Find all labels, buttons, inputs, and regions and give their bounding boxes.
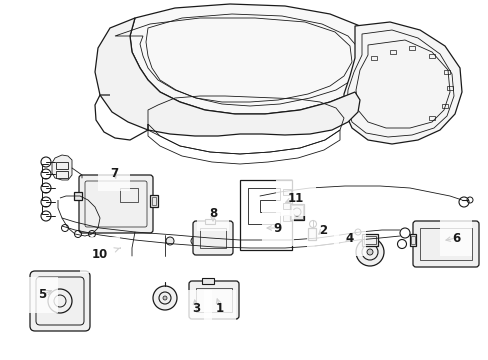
Bar xyxy=(409,234,415,246)
Bar xyxy=(446,86,452,90)
Bar xyxy=(370,56,376,60)
Bar xyxy=(283,203,290,209)
Bar xyxy=(150,195,158,207)
Circle shape xyxy=(163,296,167,300)
Circle shape xyxy=(191,237,199,245)
Circle shape xyxy=(366,249,372,255)
Polygon shape xyxy=(289,204,304,220)
Text: 6: 6 xyxy=(445,231,459,244)
Bar xyxy=(408,46,414,50)
FancyBboxPatch shape xyxy=(412,221,478,267)
Bar xyxy=(389,50,395,54)
Text: 2: 2 xyxy=(318,224,326,237)
Bar xyxy=(428,116,434,120)
Text: 8: 8 xyxy=(208,207,217,221)
Text: 3: 3 xyxy=(192,300,200,315)
FancyBboxPatch shape xyxy=(79,175,153,233)
Bar xyxy=(363,236,375,244)
Text: 4: 4 xyxy=(345,231,353,244)
Bar xyxy=(74,192,82,200)
Polygon shape xyxy=(95,18,359,136)
Bar xyxy=(120,188,138,202)
Circle shape xyxy=(165,237,174,245)
Polygon shape xyxy=(307,228,315,240)
FancyBboxPatch shape xyxy=(30,271,90,331)
Text: 5: 5 xyxy=(38,288,51,302)
Text: 1: 1 xyxy=(216,299,224,315)
Bar xyxy=(283,189,290,195)
Bar xyxy=(202,278,214,284)
Bar xyxy=(361,234,377,246)
Bar xyxy=(441,104,447,108)
Circle shape xyxy=(216,237,224,245)
Text: 10: 10 xyxy=(92,248,120,261)
Bar xyxy=(152,197,156,205)
Bar xyxy=(200,228,225,248)
Bar xyxy=(428,54,434,58)
FancyBboxPatch shape xyxy=(193,221,232,255)
Bar xyxy=(443,70,449,74)
Circle shape xyxy=(153,286,177,310)
Text: 11: 11 xyxy=(285,192,304,204)
Polygon shape xyxy=(343,22,461,144)
Bar xyxy=(240,180,291,250)
FancyBboxPatch shape xyxy=(189,281,239,319)
Bar xyxy=(410,236,414,244)
Bar xyxy=(56,171,68,178)
Bar xyxy=(283,215,290,221)
Bar xyxy=(419,228,471,260)
Circle shape xyxy=(355,238,383,266)
Bar xyxy=(196,288,231,312)
Bar xyxy=(204,219,215,224)
Polygon shape xyxy=(130,4,377,114)
Bar xyxy=(290,205,303,219)
Text: 7: 7 xyxy=(110,166,118,180)
Text: 9: 9 xyxy=(266,221,282,234)
Bar xyxy=(56,162,68,169)
Polygon shape xyxy=(52,155,72,180)
